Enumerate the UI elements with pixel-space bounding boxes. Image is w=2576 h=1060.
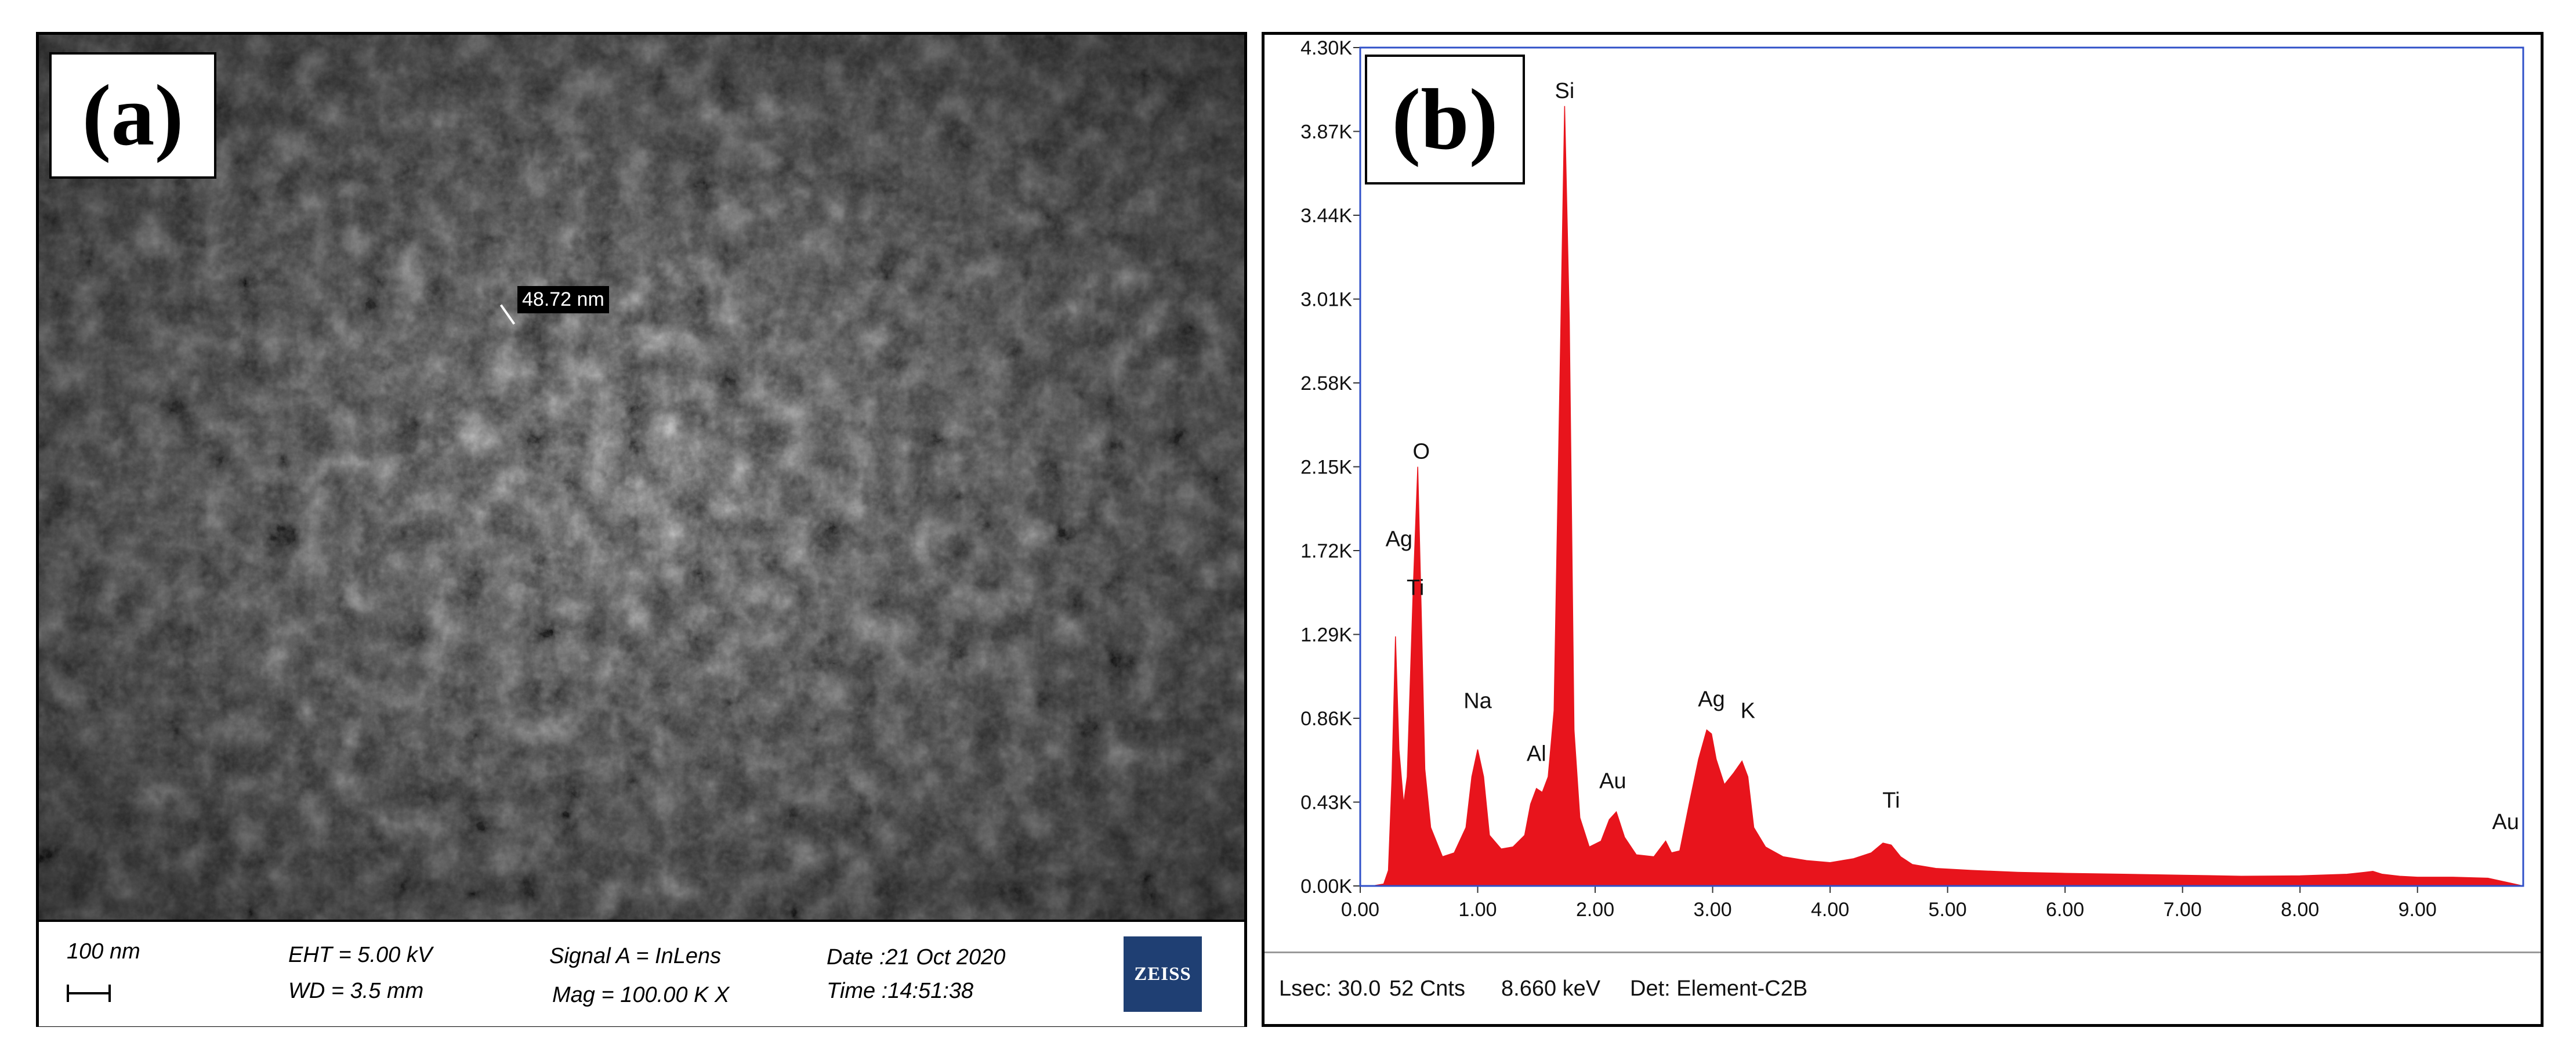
peak-label: Au [2492,810,2519,834]
x-tick-label: 4.00 [1811,899,1849,921]
counts-value: 52 Cnts [1389,976,1465,1001]
panel-a-sem: (a) 48.72 nm 100 nm EHT = 5.00 kV WD = 3… [36,32,1247,1027]
zeiss-logo: ZEISS [1124,936,1202,1012]
detector-value: Det: Element-C2B [1630,976,1808,1001]
y-tick-label: 0.86K [1300,708,1352,730]
eht-value: EHT = 5.00 kV [288,943,433,967]
y-tick-label: 0.43K [1300,792,1352,814]
plot-area [1372,106,2524,887]
peak-label: Ag [1698,687,1724,711]
time-value: Time :14:51:38 [827,979,974,1003]
sem-info-bar: 100 nm EHT = 5.00 kV WD = 3.5 mm Signal … [39,920,1244,1026]
peak-label: O [1413,440,1430,464]
spectrum-area [1372,106,2524,887]
eds-footer: Lsec: 30.0 52 Cnts 8.660 keV Det: Elemen… [1265,952,2541,1026]
x-tick-label: 6.00 [2046,899,2084,921]
x-tick-label: 9.00 [2399,899,2437,921]
peak-label: Si [1555,79,1574,103]
peak-label: Ti [1882,788,1900,813]
peak-annotations: Si O Ag Ti Na Al Au Ag K Ti Au [1386,79,2519,834]
y-tick-label: 4.30K [1300,37,1352,59]
x-tick-label: 5.00 [1929,899,1967,921]
y-tick-label: 1.29K [1300,624,1352,646]
lsec-value: Lsec: 30.0 [1279,976,1381,1001]
y-tick-label: 1.72K [1300,540,1352,562]
peak-label: K [1741,699,1755,723]
peak-label: Na [1463,689,1492,714]
x-tick-label: 7.00 [2164,899,2202,921]
peak-label: Ag [1386,527,1412,552]
x-tick-label: 3.00 [1693,899,1731,921]
wd-value: WD = 3.5 mm [288,979,424,1003]
scale-bar [67,985,111,1002]
y-tick-label: 3.87K [1300,121,1352,143]
y-tick-label: 2.15K [1300,457,1352,479]
y-tick-label: 3.44K [1300,205,1352,227]
peak-label: Al [1527,741,1546,766]
y-axis-ticks: 0.00K 0.43K 0.86K 1.29K 1.72K 2.15K 2.58K 3.01K… [1300,37,1360,898]
plot-frame [1359,46,2524,887]
panel-a-label: (a) [49,52,216,179]
panel-b-label: (b) [1365,55,1525,184]
y-tick-label: 3.01K [1300,289,1352,311]
x-tick-label: 1.00 [1458,899,1497,921]
y-tick-label: 2.58K [1300,372,1352,395]
kev-value: 8.660 keV [1501,976,1601,1001]
y-tick-label: 0.00K [1300,876,1352,898]
x-axis-ticks: 0.00 1.00 2.00 3.00 4.00 5.00 6.00 7.00 8.00 9.00 [1341,886,2437,921]
eds-spectrum-chart: 0.00K0.43K0.86K1.29K1.72K2.15K2.58K3.01K… [1300,37,2524,921]
peak-label: Au [1599,769,1626,793]
panel-b-eds: 0.00K 0.43K 0.86K 1.29K 1.72K 2.15K 2.58K 3.01K… [1262,32,2544,1027]
x-tick-label: 2.00 [1576,899,1614,921]
peak-label: Ti [1407,576,1424,600]
signal-value: Signal A = InLens [549,944,722,968]
scale-bar-label: 100 nm [67,939,140,964]
date-value: Date :21 Oct 2020 [827,945,1006,969]
x-tick-label: 8.00 [2281,899,2319,921]
x-tick-label: 0.00 [1341,899,1379,921]
measurement-label: 48.72 nm [517,286,609,313]
sem-image [39,35,1244,920]
mag-value: Mag = 100.00 K X [552,983,730,1007]
